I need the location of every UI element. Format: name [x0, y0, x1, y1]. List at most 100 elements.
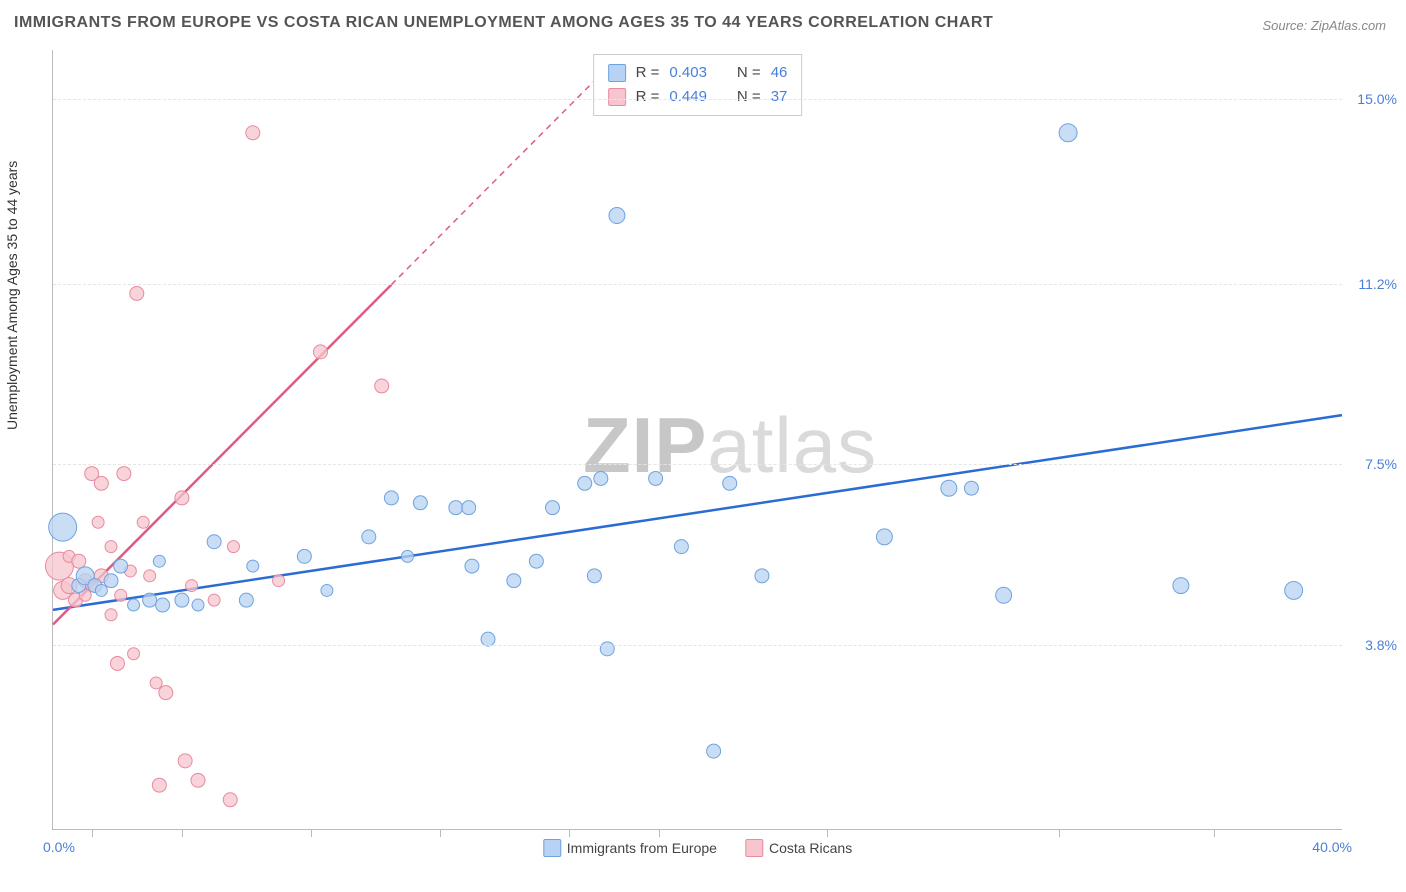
swatch-icon [608, 88, 626, 106]
data-point [545, 501, 559, 515]
data-point [649, 471, 663, 485]
data-point [227, 541, 239, 553]
data-point [72, 554, 86, 568]
data-point [49, 513, 77, 541]
data-point [1059, 124, 1077, 142]
data-point [115, 589, 127, 601]
data-point [449, 501, 463, 515]
legend-label: Immigrants from Europe [567, 840, 717, 856]
data-point [609, 208, 625, 224]
data-point [130, 286, 144, 300]
trend-line-dashed [391, 74, 600, 284]
x-axis-max-label: 40.0% [1312, 839, 1352, 855]
data-point [384, 491, 398, 505]
x-tick [827, 829, 828, 837]
gridline [53, 464, 1342, 465]
x-tick [311, 829, 312, 837]
data-point [159, 686, 173, 700]
data-point [104, 574, 118, 588]
data-point [321, 584, 333, 596]
legend-row: R = 0.449 N = 37 [608, 85, 788, 109]
x-axis-min-label: 0.0% [43, 839, 75, 855]
data-point [110, 656, 124, 670]
data-point [964, 481, 978, 495]
gridline [53, 645, 1342, 646]
trend-line [53, 415, 1342, 610]
data-point [674, 540, 688, 554]
data-point [297, 549, 311, 563]
swatch-icon [543, 839, 561, 857]
data-point [465, 559, 479, 573]
data-point [128, 599, 140, 611]
x-tick [92, 829, 93, 837]
data-point [594, 471, 608, 485]
data-point [223, 793, 237, 807]
data-point [117, 467, 131, 481]
data-point [723, 476, 737, 490]
data-point [105, 541, 117, 553]
data-point [178, 754, 192, 768]
source-label: Source: ZipAtlas.com [1262, 18, 1386, 33]
data-point [413, 496, 427, 510]
data-point [529, 554, 543, 568]
legend-label: Costa Ricans [769, 840, 852, 856]
data-point [246, 126, 260, 140]
data-point [152, 778, 166, 792]
data-point [207, 535, 221, 549]
swatch-icon [745, 839, 763, 857]
data-point [578, 476, 592, 490]
data-point [95, 584, 107, 596]
plot-area: ZIPatlas R = 0.403 N = 46 R = 0.449 N = … [52, 50, 1342, 830]
data-point [707, 744, 721, 758]
chart-title: IMMIGRANTS FROM EUROPE VS COSTA RICAN UN… [14, 14, 993, 32]
data-point [175, 491, 189, 505]
legend-item: Costa Ricans [745, 839, 852, 857]
data-point [755, 569, 769, 583]
x-tick [569, 829, 570, 837]
gridline [53, 284, 1342, 285]
legend-item: Immigrants from Europe [543, 839, 717, 857]
data-point [105, 609, 117, 621]
data-point [191, 773, 205, 787]
data-point [150, 677, 162, 689]
data-point [94, 476, 108, 490]
data-point [507, 574, 521, 588]
data-point [137, 516, 149, 528]
data-point [92, 516, 104, 528]
y-tick-label: 15.0% [1357, 91, 1397, 107]
correlation-legend: R = 0.403 N = 46 R = 0.449 N = 37 [593, 54, 803, 116]
scatter-svg [53, 50, 1342, 829]
y-tick-label: 7.5% [1365, 456, 1397, 472]
data-point [401, 550, 413, 562]
data-point [1173, 578, 1189, 594]
legend-row: R = 0.403 N = 46 [608, 61, 788, 85]
data-point [192, 599, 204, 611]
data-point [273, 575, 285, 587]
y-tick-label: 3.8% [1365, 637, 1397, 653]
data-point [143, 593, 157, 607]
x-tick [659, 829, 660, 837]
data-point [114, 559, 128, 573]
x-tick [1059, 829, 1060, 837]
data-point [362, 530, 376, 544]
data-point [239, 593, 253, 607]
data-point [941, 480, 957, 496]
gridline [53, 99, 1342, 100]
data-point [996, 587, 1012, 603]
y-tick-label: 11.2% [1358, 276, 1397, 292]
data-point [247, 560, 259, 572]
x-tick [1214, 829, 1215, 837]
data-point [128, 648, 140, 660]
x-tick [440, 829, 441, 837]
data-point [153, 555, 165, 567]
series-legend: Immigrants from Europe Costa Ricans [543, 839, 852, 857]
data-point [175, 593, 189, 607]
data-point [313, 345, 327, 359]
data-point [144, 570, 156, 582]
data-point [186, 580, 198, 592]
data-point [208, 594, 220, 606]
data-point [876, 529, 892, 545]
data-point [1285, 581, 1303, 599]
y-axis-label: Unemployment Among Ages 35 to 44 years [4, 161, 20, 430]
data-point [375, 379, 389, 393]
